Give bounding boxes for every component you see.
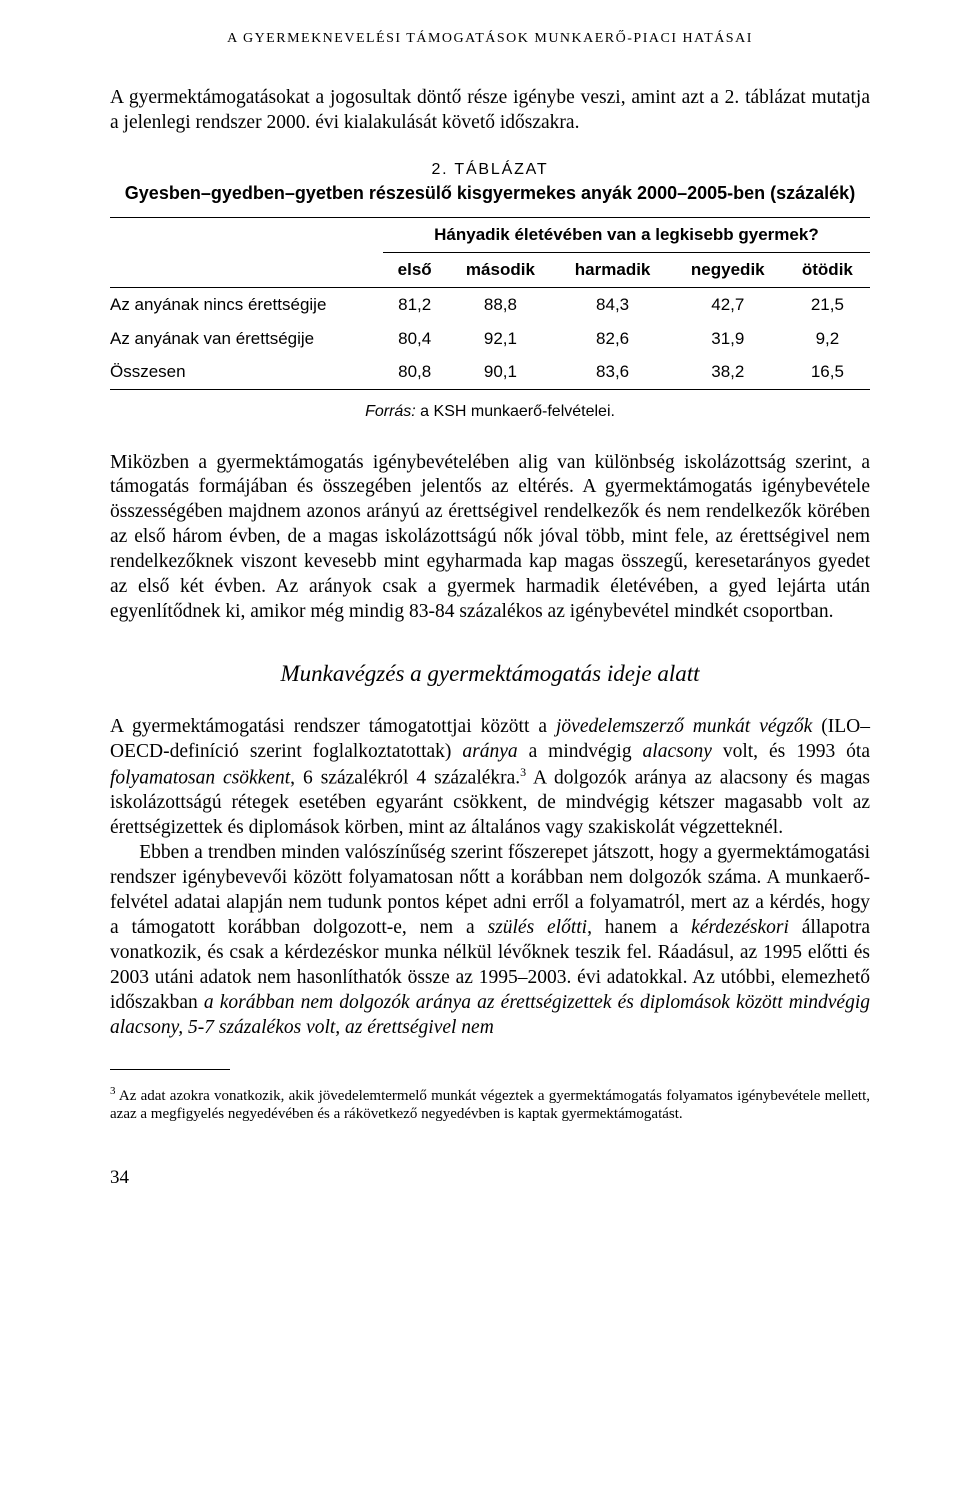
paragraph-3: A gyermektámogatási rendszer támogatottj…	[110, 715, 870, 841]
table-source: Forrás: a KSH munkaerő-felvételei.	[110, 402, 870, 422]
table-col-5: ötödik	[785, 253, 870, 288]
table-cell: 42,7	[671, 287, 785, 321]
paragraph-4: Ebben a trendben minden valószínűség sze…	[110, 841, 870, 1041]
table-cell: 80,4	[383, 322, 447, 356]
subheading: Munkavégzés a gyermektámogatás ideje ala…	[110, 659, 870, 688]
text-emphasis: a korábban nem dolgozók aránya az éretts…	[110, 992, 870, 1038]
text-emphasis: kérdezéskori	[691, 917, 789, 938]
page-number: 34	[110, 1166, 870, 1190]
table-col-blank	[110, 253, 383, 288]
footnote-rule	[110, 1069, 230, 1070]
table-cell: 21,5	[785, 287, 870, 321]
text-run: volt, és 1993 óta	[712, 741, 870, 762]
table-cell: 92,1	[446, 322, 554, 356]
table-row-label: Összesen	[110, 355, 383, 389]
table-row-label: Az anyának nincs érettségije	[110, 287, 383, 321]
text-emphasis: szülés előtti	[488, 917, 588, 938]
table-cell: 80,8	[383, 355, 447, 389]
table-source-text: a KSH munkaerő-felvételei.	[416, 403, 615, 420]
text-emphasis: folyamatosan csökkent	[110, 767, 290, 788]
table-cell: 31,9	[671, 322, 785, 356]
table-2: Hányadik életévében van a legkisebb gyer…	[110, 217, 870, 390]
table-cell: 90,1	[446, 355, 554, 389]
footnote-3: 3 Az adat azokra vonatkozik, akik jövede…	[110, 1085, 870, 1125]
table-row: Összesen 80,8 90,1 83,6 38,2 16,5	[110, 355, 870, 389]
table-col-4: negyedik	[671, 253, 785, 288]
paragraph-2: Miközben a gyermektámogatás igénybevétel…	[110, 451, 870, 626]
table-superheader: Hányadik életévében van a legkisebb gyer…	[383, 218, 870, 253]
table-corner-blank	[110, 218, 383, 253]
table-cell: 82,6	[554, 322, 670, 356]
footnote-text: Az adat azokra vonatkozik, akik jövedele…	[110, 1088, 870, 1123]
table-cell: 16,5	[785, 355, 870, 389]
table-cell: 84,3	[554, 287, 670, 321]
table-col-1: első	[383, 253, 447, 288]
text-emphasis: jövedelemszerző munkát végzők	[556, 716, 812, 737]
table-2-block: 2. TÁBLÁZAT Gyesben–gyedben–gyetben rész…	[110, 160, 870, 390]
running-head: A GYERMEKNEVELÉSI TÁMOGATÁSOK MUNKAERŐ-P…	[110, 30, 870, 48]
table-source-label: Forrás:	[365, 403, 416, 420]
text-emphasis: aránya	[462, 741, 517, 762]
table-cell: 9,2	[785, 322, 870, 356]
table-cell: 81,2	[383, 287, 447, 321]
paragraph-intro: A gyermektámogatásokat a jogosultak dönt…	[110, 86, 870, 136]
table-cell: 38,2	[671, 355, 785, 389]
table-row: Az anyának van érettségije 80,4 92,1 82,…	[110, 322, 870, 356]
text-run: , 6 százalékról 4 százalékra.	[290, 767, 520, 788]
table-col-3: harmadik	[554, 253, 670, 288]
table-cell: 83,6	[554, 355, 670, 389]
text-emphasis: alacsony	[643, 741, 712, 762]
table-col-2: második	[446, 253, 554, 288]
table-row: Az anyának nincs érettségije 81,2 88,8 8…	[110, 287, 870, 321]
table-caption-title: Gyesben–gyedben–gyetben részesülő kisgye…	[110, 182, 870, 205]
table-row-label: Az anyának van érettségije	[110, 322, 383, 356]
table-caption-number: 2. TÁBLÁZAT	[110, 160, 870, 180]
table-cell: 88,8	[446, 287, 554, 321]
text-run: a mindvégig	[518, 741, 643, 762]
text-run: , hanem a	[587, 917, 691, 938]
text-run: A gyermektámogatási rendszer támogatottj…	[110, 716, 556, 737]
